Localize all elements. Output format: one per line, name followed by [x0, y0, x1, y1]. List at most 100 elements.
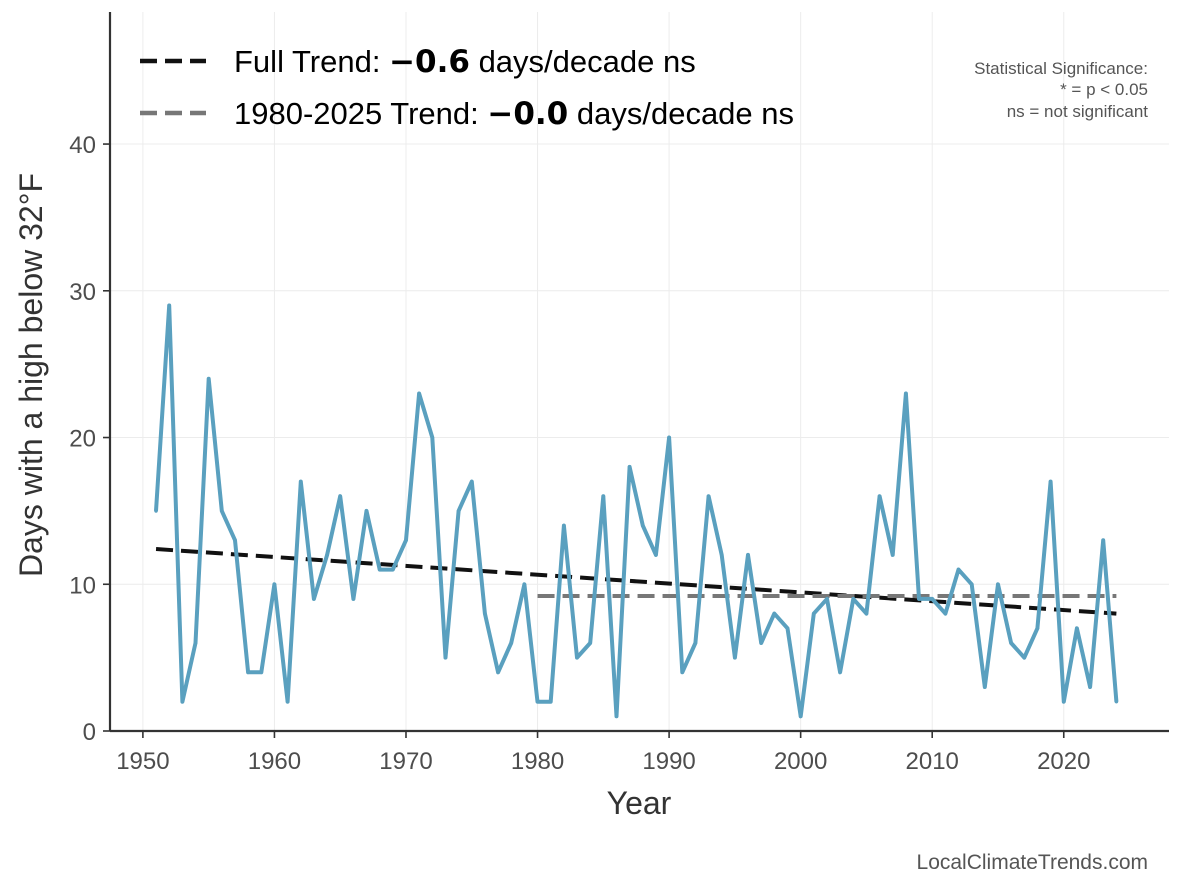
data-point [969, 582, 974, 587]
y-axis-ticks: 0 10 20 30 40 [69, 132, 110, 746]
data-point [1035, 626, 1040, 631]
x-axis-title: Year [607, 785, 672, 821]
legend-label: Full Trend: −0.6 days/decade ns [234, 44, 696, 80]
data-point [943, 611, 948, 616]
y-tick-label: 0 [83, 719, 96, 746]
data-point [443, 655, 448, 660]
x-tick-label: 2000 [774, 748, 827, 775]
data-point [864, 611, 869, 616]
data-point [654, 553, 658, 557]
data-point [759, 641, 763, 645]
data-point [377, 567, 382, 572]
data-point [364, 509, 369, 513]
legend-label-value: −0.6 [389, 44, 470, 80]
data-point [798, 714, 803, 719]
data-point [167, 303, 171, 308]
data-point [391, 567, 395, 572]
data-point [706, 494, 711, 499]
data-point [904, 391, 908, 396]
data-point [746, 553, 750, 557]
data-point [838, 670, 842, 675]
data-point [890, 553, 895, 557]
data-point [1075, 626, 1079, 631]
data-point [812, 611, 816, 616]
significance-line-2: * = p < 0.05 [1060, 80, 1148, 99]
x-tick-label: 1950 [116, 748, 169, 775]
data-point [719, 553, 724, 557]
full-trend-line [155, 547, 1117, 616]
data-point [588, 641, 592, 645]
data-point [233, 538, 237, 543]
data-point [825, 597, 829, 601]
data-point [877, 494, 882, 499]
data-point [1101, 538, 1106, 543]
data-point [693, 641, 698, 645]
data-point [404, 538, 408, 543]
data-point [1088, 685, 1092, 689]
data-point [325, 553, 329, 557]
data-point [983, 685, 987, 689]
y-tick-label: 40 [69, 132, 96, 159]
data-point [483, 611, 487, 616]
data-point [509, 641, 514, 645]
data-point [562, 523, 566, 528]
data-point [180, 699, 185, 704]
data-point [772, 611, 777, 616]
data-point [667, 435, 671, 440]
data-point [575, 655, 579, 660]
data-point [430, 435, 435, 440]
x-tick-label: 2010 [906, 748, 959, 775]
significance-line-3: ns = not significant [1007, 102, 1149, 121]
axes [108, 12, 1169, 733]
data-point [338, 494, 343, 499]
data-point [1009, 641, 1013, 645]
data-point [601, 494, 606, 499]
legend-label-suffix: days/decade ns [470, 44, 696, 79]
data-point [640, 523, 645, 528]
legend: Full Trend: −0.6 days/decade ns1980-2025… [140, 44, 794, 132]
data-point [259, 670, 264, 675]
data-point [614, 714, 619, 719]
legend-label-suffix: days/decade ns [568, 96, 794, 131]
data-point [917, 597, 921, 601]
legend-label: 1980-2025 Trend: −0.0 days/decade ns [234, 96, 794, 132]
x-tick-label: 2020 [1037, 748, 1090, 775]
data-point [785, 626, 790, 631]
data-point [535, 699, 540, 704]
x-tick-label: 1990 [642, 748, 695, 775]
credit-text: LocalClimateTrends.com [917, 851, 1148, 874]
data-point [285, 699, 290, 704]
x-tick-label: 1960 [248, 748, 301, 775]
data-point [930, 597, 935, 601]
data-point [851, 597, 856, 601]
data-point [193, 641, 198, 645]
significance-line-1: Statistical Significance: [974, 59, 1148, 78]
data-point [1048, 479, 1053, 484]
x-tick-label: 1970 [379, 748, 432, 775]
data-point [522, 582, 527, 587]
significance-note: Statistical Significance: * = p < 0.05 n… [974, 59, 1148, 121]
data-point [417, 391, 421, 396]
data-point [220, 509, 224, 513]
data-point [246, 670, 250, 675]
data-point [1022, 655, 1027, 660]
data-point [206, 377, 211, 381]
legend-label-value: −0.0 [487, 96, 568, 132]
data-point [272, 582, 277, 587]
data-point [351, 597, 356, 601]
data-point [996, 582, 1000, 587]
y-tick-label: 20 [69, 426, 96, 453]
data-series [154, 303, 1119, 719]
x-axis-ticks: 1950 1960 1970 1980 1990 2000 2010 2020 [116, 731, 1090, 775]
y-tick-label: 10 [69, 572, 96, 599]
x-tick-label: 1980 [511, 748, 564, 775]
legend-label-prefix: Full Trend: [234, 44, 389, 79]
y-axis-title: Days with a high below 32°F [13, 173, 49, 577]
data-point [469, 479, 474, 484]
data-point [456, 509, 461, 513]
data-point [956, 567, 961, 572]
data-point [733, 655, 737, 660]
legend-label-prefix: 1980-2025 Trend: [234, 96, 487, 131]
data-point [1061, 699, 1066, 704]
